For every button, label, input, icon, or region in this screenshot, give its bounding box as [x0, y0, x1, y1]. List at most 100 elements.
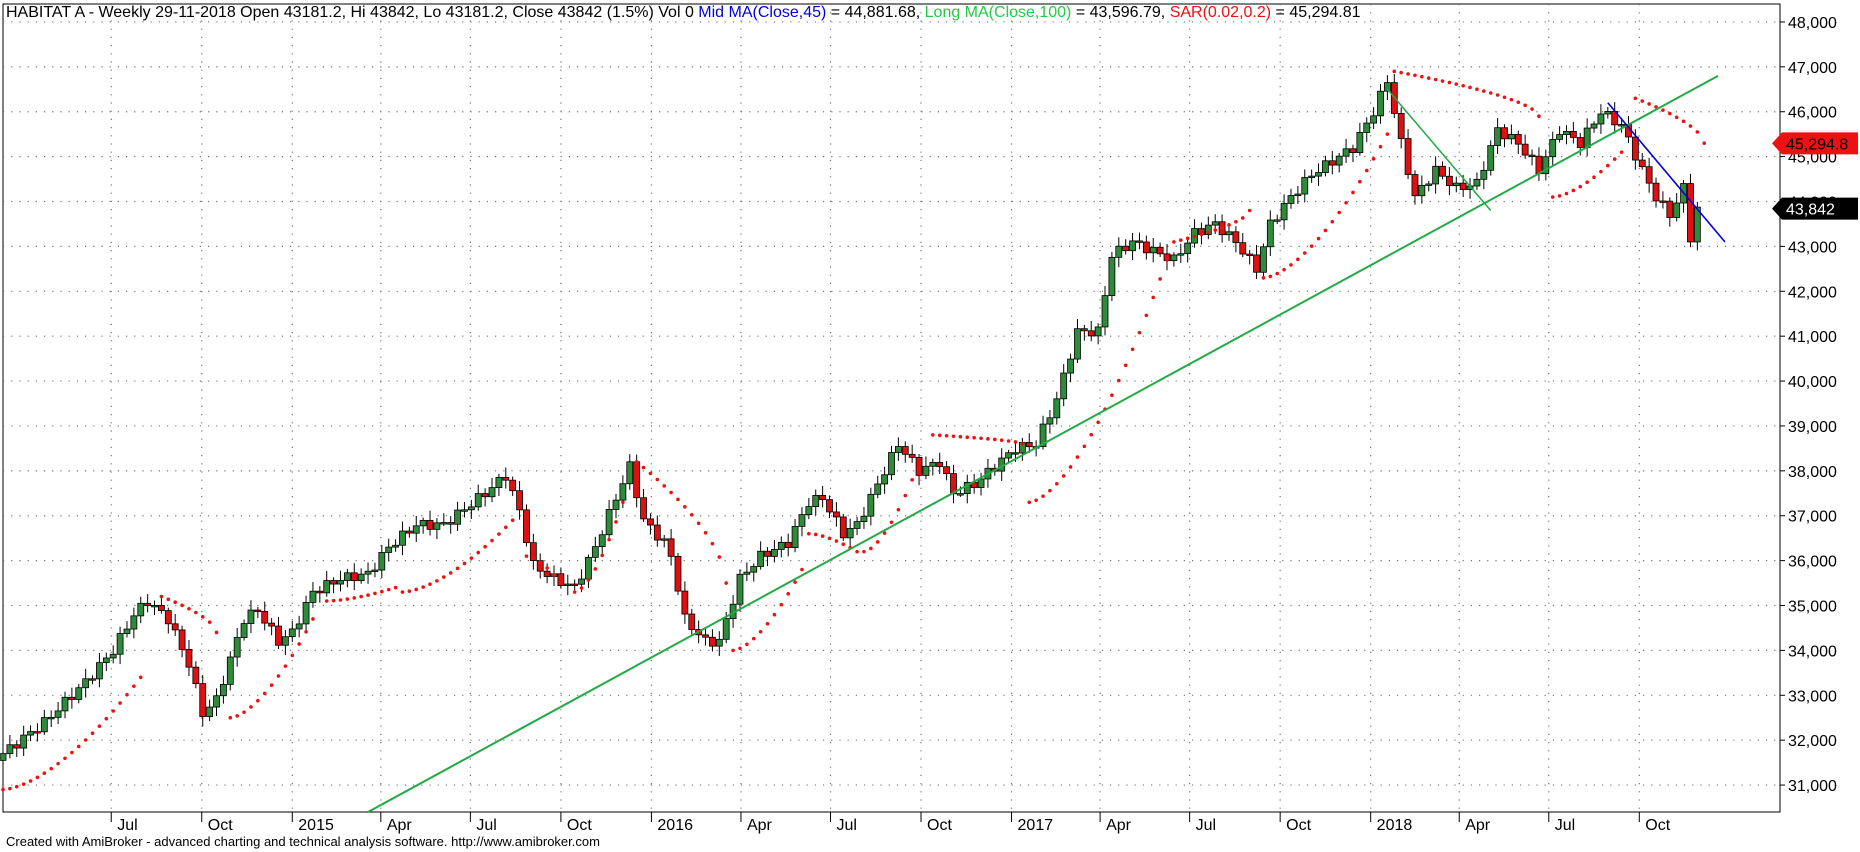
- sar-dot: [1220, 225, 1224, 230]
- candle-down: [1459, 182, 1467, 190]
- sar-dot: [593, 567, 598, 571]
- sar-dot: [1530, 107, 1534, 111]
- chart-header: HABITAT A - Weekly 29-11-2018 Open 43181…: [6, 4, 1361, 22]
- sar-dot: [324, 599, 329, 603]
- sar-dot: [552, 573, 556, 577]
- candle-up: [1583, 127, 1591, 148]
- sar-dot: [1020, 442, 1025, 446]
- candle-down: [1012, 452, 1019, 455]
- candle-down: [653, 524, 661, 541]
- sar-dot: [1234, 219, 1238, 224]
- x-tick-label: Jul: [1196, 817, 1216, 834]
- sar-dot: [751, 636, 756, 641]
- sar-dot: [207, 620, 212, 624]
- candle-down: [674, 555, 682, 592]
- candle-up: [1060, 372, 1068, 400]
- sar-dot: [1516, 100, 1521, 105]
- candle-down: [1528, 154, 1536, 157]
- sar-dot: [1096, 420, 1100, 425]
- sar-dot: [386, 587, 391, 592]
- candle-down: [1569, 131, 1577, 138]
- sar-dot: [490, 538, 494, 543]
- candle-up: [461, 509, 468, 512]
- sar-dot: [1344, 200, 1348, 205]
- candle-up: [488, 487, 496, 498]
- sar-dot: [1, 787, 5, 792]
- sar-dot: [1055, 482, 1059, 486]
- candle-down: [1253, 254, 1260, 273]
- candle-up: [206, 706, 214, 717]
- candle-up: [1046, 417, 1054, 425]
- sar-dot: [338, 598, 343, 602]
- sar-label: SAR(0.02,0.2): [1169, 4, 1272, 21]
- candle-up: [1604, 111, 1612, 115]
- candle-up: [605, 509, 613, 536]
- candle-down: [192, 666, 200, 685]
- sar-dot: [1433, 77, 1438, 82]
- sar-dot: [214, 630, 219, 635]
- sar-dot: [1006, 439, 1011, 443]
- y-tick-label: 47,000: [1788, 60, 1837, 77]
- candle-up: [337, 580, 344, 585]
- y-tick-label: 33,000: [1788, 688, 1837, 705]
- sar-dot: [1557, 194, 1562, 198]
- sar-dot: [875, 540, 880, 544]
- sar-dot: [641, 465, 646, 470]
- sar-dot: [531, 556, 536, 560]
- candle-down: [1080, 328, 1088, 332]
- sar-dot: [1495, 93, 1500, 97]
- sar-dot: [1247, 208, 1252, 213]
- sar-dot: [1192, 234, 1197, 239]
- candle-up: [750, 566, 758, 573]
- candle-down: [1666, 200, 1674, 218]
- candle-down: [1232, 231, 1240, 244]
- swing-line: [1386, 88, 1492, 211]
- candle-up: [123, 628, 131, 634]
- sar-dot: [159, 594, 164, 599]
- candle-up: [1556, 134, 1563, 140]
- candle-down: [1645, 166, 1653, 184]
- candle-down: [1652, 182, 1660, 202]
- candle-up: [495, 477, 503, 489]
- sar-dot: [366, 593, 370, 597]
- candle-down: [647, 518, 654, 526]
- sar-dot: [1082, 444, 1087, 449]
- candle-up: [151, 604, 158, 608]
- sar-dot: [63, 756, 67, 761]
- sar-dot: [1440, 79, 1445, 83]
- x-tick-label: 2015: [298, 817, 334, 834]
- sar-dot: [70, 750, 74, 755]
- candle-up: [1487, 145, 1495, 171]
- mid-ma-trendline: [1607, 102, 1726, 243]
- candle-up: [612, 499, 620, 510]
- candle-down: [543, 570, 551, 577]
- candle-up: [109, 653, 117, 659]
- candle-up: [736, 573, 744, 605]
- candle-up: [791, 525, 799, 548]
- sar-dot: [944, 433, 949, 438]
- sar-dot: [1385, 132, 1390, 136]
- sar-dot: [1041, 494, 1045, 498]
- candle-down: [529, 542, 537, 561]
- candle-up: [1053, 398, 1061, 419]
- sar-dot: [683, 505, 687, 509]
- sar-dot: [1702, 141, 1707, 145]
- candle-up: [1266, 219, 1274, 248]
- x-tick-label: Jul: [476, 817, 496, 834]
- sar-dot: [1110, 393, 1114, 398]
- sar-dot: [1399, 70, 1403, 75]
- candle-up: [619, 483, 627, 501]
- x-tick-label: 2018: [1377, 817, 1413, 834]
- candle-up: [75, 687, 83, 700]
- sar-dot: [1599, 169, 1603, 174]
- sar-dot: [882, 531, 887, 535]
- candle-up: [1149, 246, 1157, 254]
- sar-dot: [965, 435, 970, 440]
- candle-down: [89, 678, 96, 681]
- sar-dot: [1606, 163, 1610, 168]
- sar-dot: [1578, 184, 1583, 189]
- x-tick-label: Oct: [1286, 817, 1311, 834]
- y-tick-label: 41,000: [1788, 329, 1837, 346]
- sar-dot: [1275, 271, 1280, 276]
